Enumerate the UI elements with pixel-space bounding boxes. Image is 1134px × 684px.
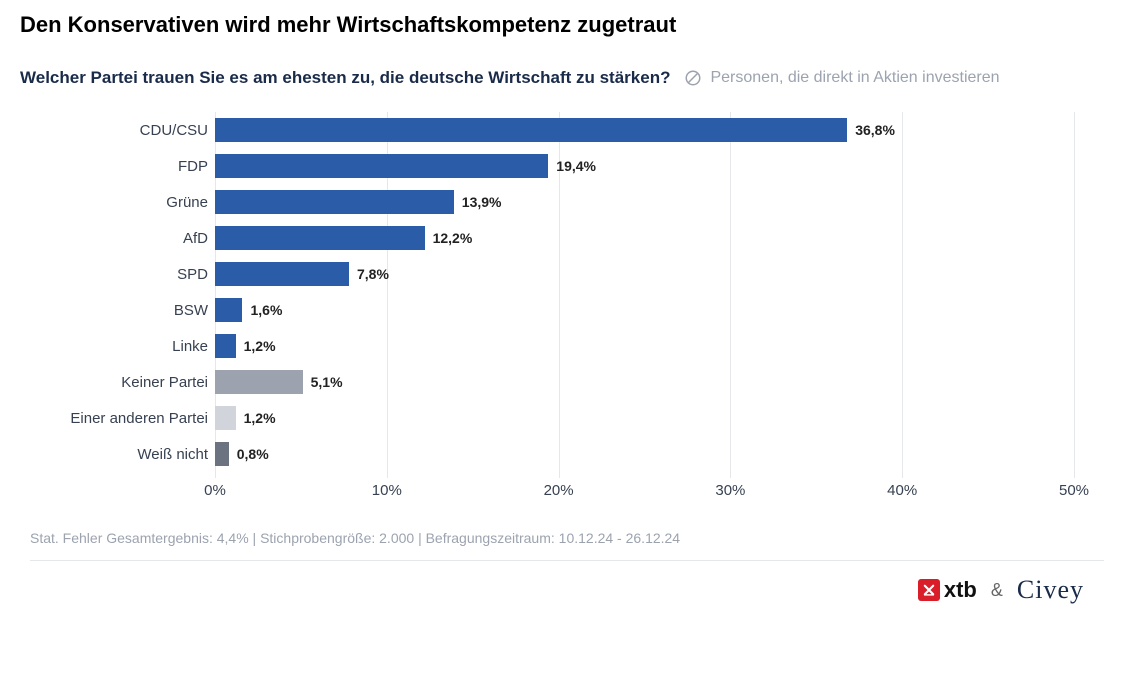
x-tick: 40% [887,482,917,499]
bar-category-label: SPD [60,266,208,283]
gridline [1074,112,1075,478]
bar-row: SPD7,8% [215,256,1074,292]
plot-area: CDU/CSU36,8%FDP19,4%Grüne13,9%AfD12,2%SP… [215,112,1074,478]
bar-value-label: 1,2% [244,338,276,354]
bar [215,226,425,250]
bar-row: FDP19,4% [215,148,1074,184]
bar-category-label: Grüne [60,194,208,211]
bar-value-label: 5,1% [311,374,343,390]
bar [215,442,229,466]
x-tick: 30% [715,482,745,499]
bar [215,298,242,322]
filter-tag: Personen, die direkt in Aktien investier… [684,69,999,87]
bar-value-label: 0,8% [237,446,269,462]
bar-row: Linke1,2% [215,328,1074,364]
x-tick: 50% [1059,482,1089,499]
bar-value-label: 36,8% [855,122,895,138]
bar-category-label: Einer anderen Partei [60,410,208,427]
bar-row: Keiner Partei5,1% [215,364,1074,400]
ampersand: & [991,580,1003,601]
chart-container: Den Konservativen wird mehr Wirtschaftsk… [0,0,1134,619]
x-tick: 0% [204,482,226,499]
footnote-text: Stat. Fehler Gesamtergebnis: 4,4% | Stic… [30,530,1104,561]
bar-category-label: AfD [60,230,208,247]
filter-label: Personen, die direkt in Aktien investier… [710,69,999,87]
bar [215,406,236,430]
bar [215,190,454,214]
page-title: Den Konservativen wird mehr Wirtschaftsk… [20,12,1114,38]
bar-row: Einer anderen Partei1,2% [215,400,1074,436]
bar [215,118,847,142]
bar-value-label: 19,4% [556,158,596,174]
bar-value-label: 1,6% [250,302,282,318]
chart-area: CDU/CSU36,8%FDP19,4%Grüne13,9%AfD12,2%SP… [60,112,1074,516]
bar-category-label: Keiner Partei [60,374,208,391]
bar-row: AfD12,2% [215,220,1074,256]
bar-value-label: 7,8% [357,266,389,282]
bar-category-label: Linke [60,338,208,355]
logo-civey: Civey [1017,575,1084,605]
bar [215,154,548,178]
filter-circle-slash-icon [684,69,702,87]
xtb-text: xtb [944,577,977,603]
bar [215,370,303,394]
bar-category-label: FDP [60,158,208,175]
x-tick: 10% [372,482,402,499]
bar-category-label: Weiß nicht [60,446,208,463]
subtitle-row: Welcher Partei trauen Sie es am ehesten … [20,68,1114,88]
x-axis: 0%10%20%30%40%50% [215,482,1074,502]
bar-value-label: 12,2% [433,230,473,246]
x-tick: 20% [544,482,574,499]
bar-value-label: 13,9% [462,194,502,210]
bar-row: CDU/CSU36,8% [215,112,1074,148]
bar-category-label: BSW [60,302,208,319]
bar-row: Weiß nicht0,8% [215,436,1074,472]
xtb-mark-icon [918,579,940,601]
bar-row: Grüne13,9% [215,184,1074,220]
footer-logos: xtb & Civey [20,561,1114,619]
question-text: Welcher Partei trauen Sie es am ehesten … [20,68,670,88]
bar [215,334,236,358]
bar-category-label: CDU/CSU [60,122,208,139]
bar-row: BSW1,6% [215,292,1074,328]
bar-value-label: 1,2% [244,410,276,426]
logo-xtb: xtb [918,577,977,603]
bar [215,262,349,286]
